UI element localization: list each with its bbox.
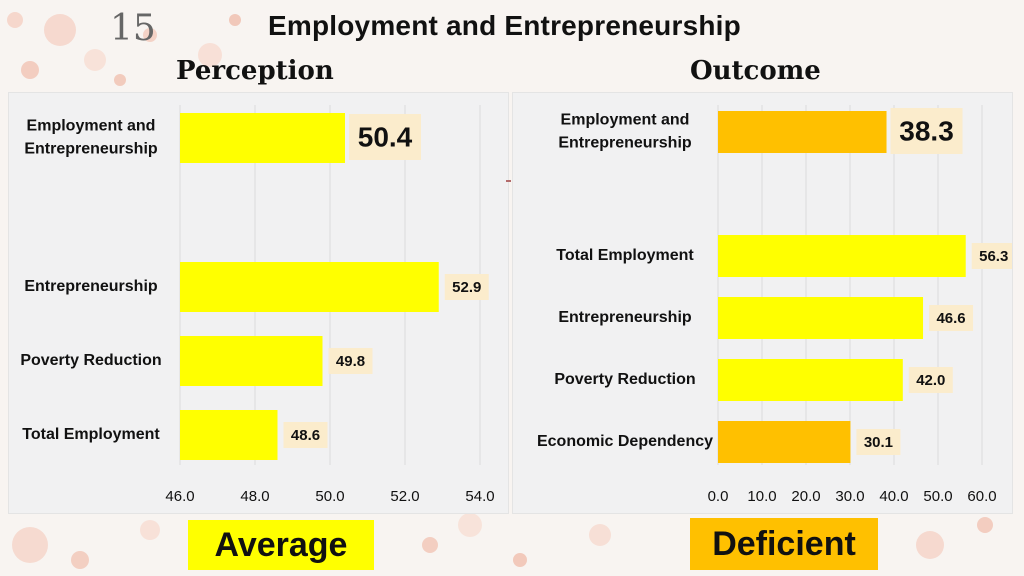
data-label-background	[908, 367, 953, 393]
category-label: Economic Dependency	[537, 433, 713, 450]
x-tick-label: 50.0	[315, 488, 344, 505]
data-label-background	[283, 422, 328, 448]
x-tick-label: 30.0	[835, 488, 864, 505]
perception-bar-chart: 46.0 48.0 50.0 52.0 54.0 Employment and Entrep…	[20, 105, 495, 505]
x-tick-label: 52.0	[390, 488, 419, 505]
bar	[718, 235, 966, 277]
x-tick-label: 46.0	[165, 488, 194, 505]
x-tick-label: 20.0	[791, 488, 820, 505]
bar	[180, 113, 345, 163]
category-label: Poverty Reduction	[554, 371, 695, 388]
x-tick-label: 40.0	[879, 488, 908, 505]
bar	[180, 262, 439, 312]
data-label: 46.6	[936, 310, 965, 327]
perception-rating-badge: Average	[188, 520, 374, 570]
divider-mark	[506, 180, 511, 182]
slide-number: 15	[110, 8, 156, 49]
category-label: Total Employment	[22, 426, 160, 443]
data-label: 38.3	[899, 115, 954, 146]
bar	[718, 421, 851, 463]
x-tick-label: 10.0	[747, 488, 776, 505]
category-label: Entrepreneurship	[24, 278, 158, 295]
page-title: Employment and Entrepreneurship	[268, 10, 741, 41]
x-tick-label: 50.0	[923, 488, 952, 505]
category-label: Total Employment	[556, 247, 694, 264]
data-label-background	[856, 429, 901, 455]
data-label: 42.0	[916, 372, 945, 389]
category-label: Employment and Entrepreneurship	[558, 112, 692, 152]
outcome-chart-title: Outcome	[690, 56, 821, 86]
data-label: 56.3	[979, 248, 1008, 265]
outcome-chart-panel: 0.0 10.0 20.0 30.0 40.0 50.0 60.0 Employment an…	[512, 92, 1013, 514]
data-label-background	[929, 305, 974, 331]
data-label: 48.6	[291, 427, 320, 444]
x-tick-label: 0.0	[708, 488, 729, 505]
data-label: 50.4	[358, 121, 413, 152]
data-label-background	[349, 114, 421, 160]
data-label-background	[328, 348, 373, 374]
perception-chart-panel: 46.0 48.0 50.0 52.0 54.0 Employment and Entrep…	[8, 92, 509, 514]
data-label: 49.8	[336, 353, 365, 370]
bar	[718, 359, 903, 401]
x-tick-label: 54.0	[465, 488, 494, 505]
data-label-background	[890, 108, 963, 154]
data-label-background	[971, 243, 1012, 269]
data-label: 30.1	[864, 434, 893, 451]
perception-chart-title: Perception	[176, 56, 334, 86]
data-label: 52.9	[452, 279, 481, 296]
category-label: Employment and Entrepreneurship	[24, 118, 158, 158]
bar	[718, 111, 887, 153]
outcome-rating-badge: Deficient	[690, 518, 878, 570]
x-tick-label: 48.0	[240, 488, 269, 505]
outcome-bar-chart: 0.0 10.0 20.0 30.0 40.0 50.0 60.0 Employment an…	[537, 105, 1012, 505]
bar	[180, 410, 278, 460]
x-tick-label: 60.0	[967, 488, 996, 505]
bar	[180, 336, 323, 386]
category-label: Entrepreneurship	[558, 309, 692, 326]
data-label-background	[444, 274, 489, 300]
category-label: Poverty Reduction	[20, 352, 161, 369]
bar	[718, 297, 924, 339]
